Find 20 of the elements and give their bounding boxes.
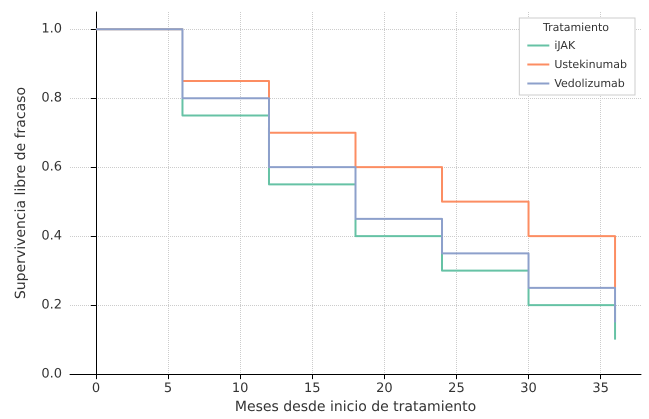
x-tick-label: 0: [92, 381, 100, 396]
y-axis-title: Supervivencia libre de fracaso: [13, 86, 29, 300]
x-axis-title: Meses desde inicio de tratamiento: [234, 399, 476, 415]
x-tick-label: 25: [448, 381, 465, 396]
legend-label: Ustekinumab: [554, 58, 628, 71]
x-tick-label: 15: [304, 381, 321, 396]
x-tick-label: 5: [164, 381, 172, 396]
x-tick-label: 30: [520, 381, 537, 396]
y-tick-label: 0.8: [41, 90, 62, 106]
legend-label: iJAK: [554, 39, 576, 52]
y-tick-label: 0.2: [41, 298, 62, 313]
legend-title: Tratamiento: [542, 21, 610, 34]
x-tick-label: 35: [592, 381, 609, 396]
y-tick-label: 0.4: [41, 228, 62, 244]
y-tick-label: 1.0: [41, 22, 62, 37]
legend-label: Vedolizumab: [554, 77, 625, 90]
y-tick-label: 0.0: [41, 366, 62, 382]
y-tick-label: 0.6: [41, 160, 62, 175]
x-tick-label: 20: [376, 381, 393, 396]
x-tick-label: 10: [232, 381, 248, 396]
